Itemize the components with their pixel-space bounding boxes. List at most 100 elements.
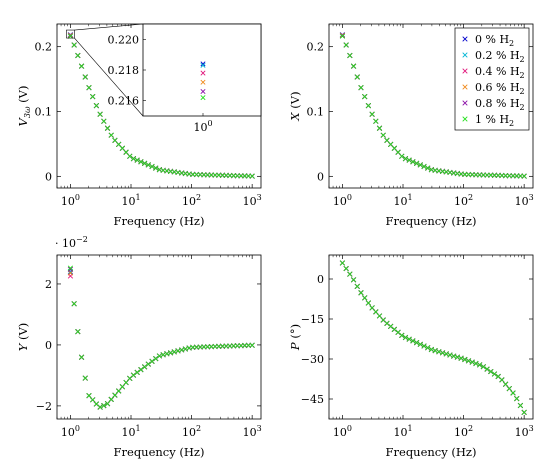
data-point <box>399 332 405 338</box>
data-point <box>145 162 151 168</box>
y-tick-label: −15 <box>301 313 324 326</box>
legend-label: 0.8 % H2 <box>475 97 525 112</box>
panel-X: 100 101 102 103 0 0.1 0.2 Frequency (Hz) X (V) 0 … <box>288 23 534 228</box>
inset-data-point <box>200 62 206 68</box>
data-point <box>112 392 118 398</box>
y-tick-label: −2 <box>36 400 52 413</box>
x-axis-label: Frequency (Hz) <box>386 214 477 228</box>
inset-data-point <box>200 70 206 76</box>
data-point <box>145 361 151 367</box>
inset-y-tick-label: 0.220 <box>108 33 140 46</box>
legend-label: 0 % H2 <box>475 33 514 48</box>
data-point <box>171 349 177 355</box>
panel-P: 100 101 102 103 0 −15 −30 −45 Frequency (Hz) P (°… <box>288 254 534 459</box>
data-point <box>127 153 133 159</box>
data-point <box>130 372 137 378</box>
data-point <box>517 402 524 409</box>
series-markers <box>339 260 527 415</box>
data-point <box>358 85 364 91</box>
legend-marker <box>462 68 468 74</box>
data-point <box>141 160 148 166</box>
data-point <box>462 356 468 363</box>
inset-y-tick-label: 0.216 <box>108 95 140 108</box>
plot-frame <box>56 254 262 420</box>
data-point <box>484 366 490 372</box>
data-point <box>439 350 446 356</box>
legend-marker <box>462 116 468 122</box>
x-tick-label: 103 <box>243 193 262 208</box>
inset-x-tick-label: 100 <box>193 119 212 134</box>
data-point <box>373 309 379 315</box>
data-point <box>510 390 516 396</box>
data-point <box>376 313 383 319</box>
zoom-connector <box>74 37 144 117</box>
x-tick-label: 101 <box>393 193 412 208</box>
data-point <box>421 163 427 170</box>
data-point <box>78 63 85 69</box>
legend-box <box>454 27 530 131</box>
data-point <box>354 74 360 80</box>
inset-y-tick-label: 0.218 <box>108 64 140 77</box>
data-point <box>97 404 103 410</box>
data-point <box>93 401 100 407</box>
data-point <box>447 352 453 358</box>
data-point <box>104 401 111 407</box>
data-point <box>388 323 394 330</box>
data-point <box>413 339 420 346</box>
y-multiplier-label: · 10−2 <box>55 235 88 250</box>
y-axis-label: P (°) <box>288 324 302 351</box>
y-tick-label: 0 <box>45 339 52 352</box>
data-point <box>101 118 107 124</box>
data-point <box>499 377 505 383</box>
data-point <box>138 367 144 373</box>
y-tick-label: 2 <box>45 278 52 291</box>
y-tick-label: 0 <box>317 170 324 183</box>
data-point <box>506 385 512 392</box>
data-point <box>175 348 181 354</box>
zoom-region <box>66 29 75 39</box>
inset-data-point <box>200 61 206 67</box>
data-point <box>90 94 96 100</box>
y-tick-label: 0.1 <box>35 106 53 119</box>
data-point <box>395 329 401 335</box>
data-point <box>380 132 386 138</box>
data-point <box>480 364 486 370</box>
data-point <box>417 162 423 168</box>
data-point <box>343 42 349 48</box>
series-markers <box>67 32 255 179</box>
data-point <box>164 351 170 357</box>
data-point <box>454 354 461 360</box>
data-point <box>376 125 383 131</box>
data-point <box>249 173 255 179</box>
x-tick-label: 100 <box>333 193 352 208</box>
data-point <box>362 295 368 301</box>
plot-frame <box>328 23 534 189</box>
data-point <box>97 111 103 117</box>
data-point <box>249 342 255 348</box>
data-point <box>134 157 140 163</box>
data-point <box>406 336 412 342</box>
data-point <box>101 402 107 409</box>
data-point <box>90 397 96 403</box>
data-point <box>488 368 494 375</box>
inset-data-point <box>200 79 206 85</box>
x-tick-label: 102 <box>182 193 201 208</box>
data-point <box>108 396 114 403</box>
data-point <box>75 329 81 335</box>
x-tick-label: 101 <box>121 193 140 208</box>
y-tick-label: −45 <box>301 393 324 406</box>
x-tick-label: 101 <box>393 424 412 439</box>
data-point <box>369 305 375 311</box>
data-point <box>421 343 427 349</box>
data-point <box>67 265 74 271</box>
data-point <box>399 153 405 159</box>
data-point <box>436 349 442 355</box>
y-tick-label: 0 <box>317 273 324 286</box>
data-point <box>365 103 372 109</box>
y-tick-label: 0.1 <box>307 106 325 119</box>
x-tick-label: 100 <box>61 424 80 439</box>
data-point <box>373 118 379 124</box>
data-point <box>86 85 92 91</box>
inset: 0.220 0.218 0.216 100 <box>66 23 262 134</box>
legend-marker <box>462 100 468 106</box>
